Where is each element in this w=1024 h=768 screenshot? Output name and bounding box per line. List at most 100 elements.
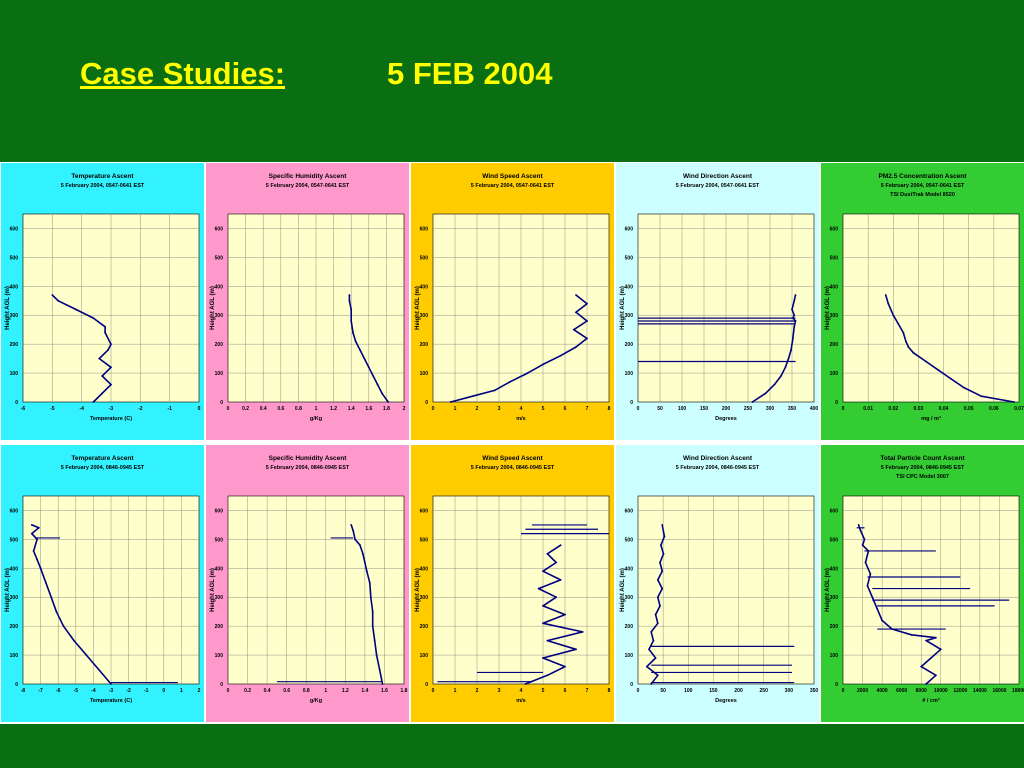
- series-line: [857, 524, 942, 685]
- plot-area: [842, 213, 1020, 403]
- data-point: [793, 299, 796, 302]
- y-tick-label: 0: [220, 400, 223, 406]
- y-axis-label: Height AGL (m): [620, 568, 626, 612]
- data-point: [542, 363, 544, 366]
- chart-panel-10: Total Particle Count Ascent 5 February 20…: [821, 445, 1024, 722]
- x-tick-label: 3: [498, 688, 501, 694]
- x-tick-label: 0.8: [295, 406, 302, 412]
- data-point: [650, 683, 653, 685]
- y-tick-label: 100: [830, 371, 839, 377]
- chart-panel-7: Specific Humidity Ascent 5 February 2004,…: [206, 445, 409, 722]
- x-tick-label: -2: [126, 688, 131, 694]
- x-tick-label: 0.05: [964, 406, 974, 412]
- data-point: [101, 375, 104, 377]
- data-point: [892, 314, 895, 317]
- x-tick-label: 0.02: [888, 406, 898, 412]
- data-point: [375, 654, 378, 656]
- data-point: [542, 605, 544, 607]
- chart-subtitle: 5 February 2004, 0846-0945 EST: [881, 465, 965, 471]
- data-point: [381, 392, 383, 395]
- x-tick-label: 6: [564, 688, 567, 694]
- y-tick-label: 300: [215, 595, 224, 601]
- series-line: [450, 294, 588, 403]
- chart-panel-5: PM2.5 Concentration Ascent 5 February 200…: [821, 163, 1024, 440]
- x-tick-label: 1: [454, 688, 457, 694]
- y-tick-label: 100: [10, 653, 19, 659]
- y-tick-label: 500: [830, 255, 839, 261]
- x-tick-label: 0.03: [914, 406, 924, 412]
- data-point: [656, 596, 659, 599]
- data-point: [586, 320, 588, 322]
- data-point: [871, 596, 874, 599]
- data-point: [362, 552, 364, 555]
- data-point: [368, 581, 371, 584]
- x-tick-label: 100: [684, 688, 693, 694]
- data-point: [656, 674, 659, 677]
- y-tick-label: 0: [835, 682, 838, 688]
- x-tick-label: 10000: [934, 688, 948, 694]
- x-tick-label: 1.2: [342, 688, 349, 694]
- y-tick-label: 600: [215, 226, 224, 232]
- y-tick-label: 300: [215, 313, 224, 319]
- data-point: [348, 294, 351, 296]
- data-point: [881, 619, 884, 622]
- data-point: [773, 383, 776, 386]
- y-tick-label: 0: [425, 400, 428, 406]
- x-tick-label: 0.8: [303, 688, 310, 694]
- x-tick-label: 5: [542, 406, 545, 412]
- x-tick-label: -3: [109, 688, 114, 694]
- y-tick-label: 300: [10, 313, 19, 319]
- x-tick-label: 0: [842, 406, 845, 412]
- data-point: [546, 552, 549, 555]
- x-tick-label: 0.04: [939, 406, 949, 412]
- x-tick-label: 50: [660, 688, 666, 694]
- y-tick-label: 600: [830, 508, 839, 514]
- data-point: [37, 526, 40, 529]
- data-point: [572, 328, 575, 331]
- data-point: [1013, 401, 1015, 403]
- data-point: [751, 401, 754, 403]
- data-point: [107, 349, 109, 351]
- chart-panel-2: Specific Humidity Ascent 5 February 2004,…: [206, 163, 409, 440]
- x-tick-label: 0.2: [242, 406, 249, 412]
- y-tick-label: 400: [420, 566, 429, 572]
- data-point: [546, 639, 549, 642]
- y-tick-label: 600: [10, 226, 19, 232]
- data-point: [74, 308, 77, 311]
- data-point: [378, 668, 381, 671]
- data-point: [904, 340, 907, 343]
- data-point: [381, 683, 384, 685]
- chart-panel-8: Wind Speed Ascent 5 February 2004, 0846-0…: [411, 445, 614, 722]
- data-point: [864, 561, 867, 564]
- x-axis-label: Degrees: [715, 698, 737, 704]
- y-tick-label: 0: [15, 400, 18, 406]
- data-point: [564, 665, 566, 668]
- data-point: [950, 377, 953, 380]
- data-point: [387, 401, 390, 403]
- x-axis-label: g/Kg: [310, 416, 322, 422]
- data-point: [373, 639, 376, 642]
- data-point: [39, 567, 42, 570]
- chart-panel-1: Temperature Ascent 5 February 2004, 0547-…: [1, 163, 204, 440]
- data-point: [352, 331, 354, 334]
- data-point: [104, 325, 107, 328]
- slide-title-text: Case Studies:: [80, 56, 286, 91]
- x-tick-label: 1: [324, 688, 327, 694]
- x-tick-label: 8: [608, 688, 611, 694]
- x-axis-label: g/Kg: [310, 698, 322, 704]
- data-point: [925, 639, 928, 642]
- chart-svg: PM2.5 Concentration Ascent 5 February 200…: [825, 173, 1024, 422]
- chart-svg: Wind Direction Ascent 5 February 2004, 08…: [620, 455, 818, 704]
- y-tick-label: 100: [215, 653, 224, 659]
- chart-subtitle: 5 February 2004, 0846-0945 EST: [676, 465, 760, 471]
- chart-title: Wind Speed Ascent: [482, 455, 543, 462]
- y-tick-label: 200: [10, 342, 19, 348]
- x-tick-label: 0: [637, 688, 640, 694]
- data-point: [97, 668, 100, 671]
- x-tick-label: 3: [498, 406, 501, 412]
- chart-title: Total Particle Count Ascent: [880, 455, 965, 462]
- x-tick-label: -5: [74, 688, 79, 694]
- y-tick-label: 500: [215, 537, 224, 543]
- x-tick-label: 150: [700, 406, 709, 412]
- data-point: [586, 302, 588, 305]
